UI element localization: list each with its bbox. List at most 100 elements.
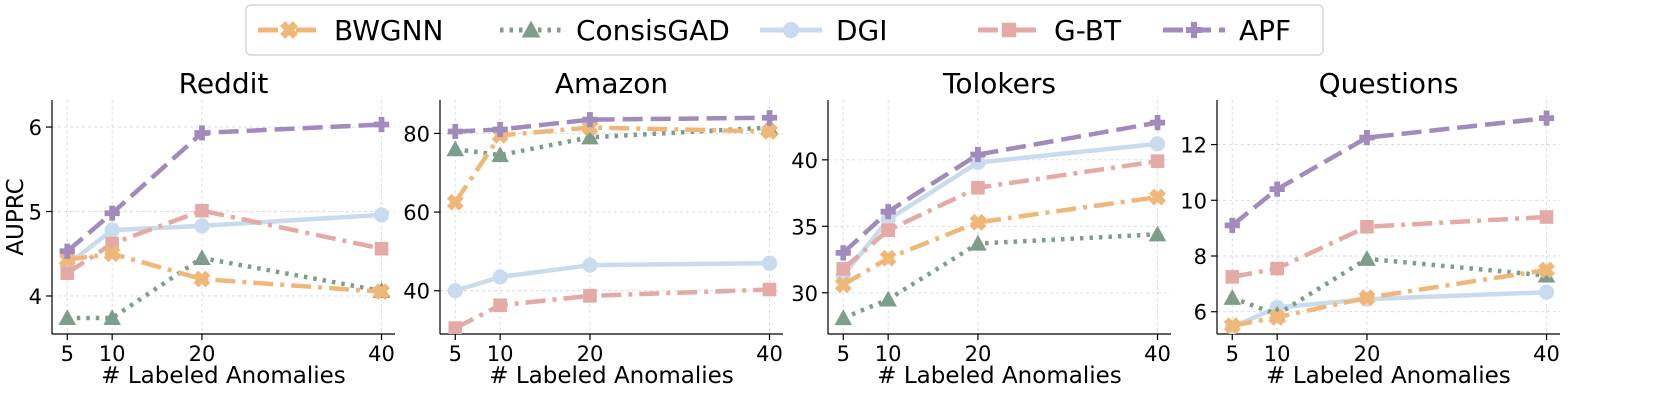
data-point	[1538, 284, 1555, 300]
data-point	[492, 269, 508, 285]
grid	[828, 100, 1171, 334]
data-point	[103, 245, 121, 263]
data-point	[194, 218, 210, 234]
legend-plus-icon	[1185, 21, 1203, 39]
data-point	[1268, 308, 1286, 326]
x-tick-label: 10	[1264, 342, 1291, 366]
data-point	[1225, 270, 1240, 284]
y-tick-label: 6	[29, 116, 42, 140]
legend: BWGNN ConsisGAD DGI G-BT APF	[245, 4, 1324, 56]
chart-title: Questions	[1319, 67, 1459, 100]
data-point	[104, 205, 120, 221]
series-apf	[1224, 110, 1555, 233]
data-point	[491, 146, 509, 163]
y-tick-label: 12	[1180, 134, 1207, 158]
series-consisgad	[834, 225, 1167, 326]
y-tick-label: 80	[403, 122, 430, 146]
data-point	[583, 289, 597, 303]
legend-entry-g-bt: G-BT	[978, 14, 1122, 47]
series-line	[841, 158, 1158, 271]
legend-label: APF	[1239, 14, 1291, 47]
data-point	[1538, 261, 1555, 279]
data-point	[836, 262, 851, 276]
legend-entry-apf: APF	[1163, 14, 1291, 47]
data-point	[971, 180, 985, 195]
data-point	[1270, 261, 1284, 276]
panel-questions: 5 10 20 40 6 8 10 12 Questions # Labeled Anomalie…	[1180, 67, 1560, 389]
data-point	[103, 309, 121, 325]
data-point	[1224, 217, 1240, 233]
data-point	[58, 251, 76, 269]
data-point	[448, 321, 463, 334]
y-tick-label: 6	[1194, 301, 1207, 325]
data-point	[493, 298, 507, 313]
series-line	[453, 125, 770, 204]
series-line	[1231, 267, 1547, 328]
series-area	[1223, 110, 1556, 334]
x-tick-label: 5	[449, 342, 462, 366]
series-line	[454, 287, 770, 331]
x-axis-label: # Labeled Anomalies	[101, 363, 346, 389]
data-point	[880, 204, 896, 220]
data-point	[193, 270, 211, 288]
series-line	[1230, 115, 1547, 228]
data-point	[581, 119, 599, 136]
x-axis-label: # Labeled Anomalies	[877, 363, 1122, 389]
data-point	[834, 276, 852, 294]
series-area	[446, 110, 779, 334]
x-tick-label: 40	[1144, 342, 1171, 366]
data-point	[761, 123, 778, 140]
legend-circle-icon	[782, 21, 800, 39]
data-point	[60, 266, 75, 280]
legend-label: ConsisGAD	[576, 14, 730, 47]
x-axis-label: # Labeled Anomalies	[1266, 363, 1511, 389]
y-tick-label: 30	[791, 282, 818, 306]
y-tick-label: 5	[29, 201, 42, 225]
legend-entry-dgi: DGI	[760, 14, 888, 47]
data-point	[881, 223, 895, 238]
data-point	[969, 213, 987, 231]
data-point	[447, 123, 463, 140]
series-line	[67, 255, 382, 321]
series-line	[65, 212, 382, 267]
data-point	[104, 222, 120, 238]
x-tick-label: 40	[368, 342, 395, 366]
data-point	[373, 207, 390, 223]
x-tick-label: 40	[1533, 342, 1560, 366]
data-point	[446, 140, 465, 157]
data-point	[447, 283, 463, 299]
x-tick-label: 20	[189, 342, 216, 366]
data-point	[1223, 317, 1241, 334]
legend-label: BWGNN	[334, 14, 443, 47]
y-tick-label: 10	[1180, 189, 1207, 213]
x-axis-label: # Labeled Anomalies	[489, 363, 734, 389]
series-apf	[835, 115, 1166, 261]
series-g-bt	[836, 154, 1165, 276]
y-tick-label: 35	[791, 215, 818, 239]
x-tick-label: 5	[61, 342, 74, 366]
data-point	[446, 193, 464, 211]
y-tick-label: 4	[29, 285, 42, 309]
data-point	[835, 245, 851, 261]
grid	[440, 100, 783, 334]
data-point	[1223, 288, 1242, 305]
panel-tolokers: 5 10 20 40 30 35 40 Tolokers # Labeled Anomalies	[791, 67, 1171, 389]
series-line	[454, 260, 770, 293]
series-area	[58, 116, 391, 325]
series-line	[66, 208, 382, 276]
x-tick-label: 10	[875, 342, 902, 366]
data-point	[969, 234, 987, 251]
series-area	[834, 115, 1167, 326]
data-point	[373, 116, 390, 133]
series-line	[66, 251, 382, 295]
chart-title: Amazon	[555, 67, 668, 100]
y-tick-label: 60	[403, 201, 430, 225]
series-line	[842, 194, 1158, 287]
data-point	[1358, 289, 1376, 307]
legend-x-icon	[280, 21, 298, 39]
data-point	[880, 212, 896, 228]
chart-title: Reddit	[179, 67, 269, 100]
data-point	[582, 112, 598, 128]
